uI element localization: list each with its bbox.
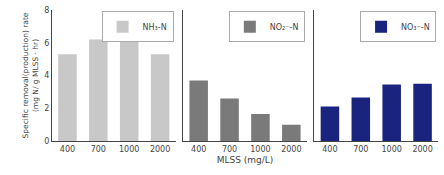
svg-text:2000: 2000	[412, 145, 432, 154]
svg-text:8: 8	[44, 6, 49, 15]
svg-text:400: 400	[60, 145, 75, 154]
svg-text:Specific removal(production) r: Specific removal(production) rate(mg N/ …	[21, 12, 40, 138]
svg-text:NO₃⁻-N: NO₃⁻-N	[401, 23, 430, 32]
svg-text:NH₃-N: NH₃-N	[143, 23, 167, 32]
svg-text:NO₂⁻-N: NO₂⁻-N	[270, 23, 299, 32]
svg-text:400: 400	[322, 145, 337, 154]
svg-text:0: 0	[44, 137, 49, 146]
svg-text:1000: 1000	[119, 145, 139, 154]
svg-text:MLSS (mg/L): MLSS (mg/L)	[217, 155, 274, 165]
svg-text:2000: 2000	[150, 145, 170, 154]
svg-text:4: 4	[44, 71, 49, 80]
svg-text:700: 700	[353, 145, 368, 154]
svg-text:400: 400	[191, 145, 206, 154]
svg-text:6: 6	[44, 39, 49, 48]
svg-text:1000: 1000	[382, 145, 402, 154]
svg-text:1000: 1000	[250, 145, 270, 154]
svg-text:2000: 2000	[281, 145, 301, 154]
svg-text:700: 700	[91, 145, 106, 154]
svg-text:2: 2	[44, 104, 49, 113]
svg-text:700: 700	[222, 145, 237, 154]
